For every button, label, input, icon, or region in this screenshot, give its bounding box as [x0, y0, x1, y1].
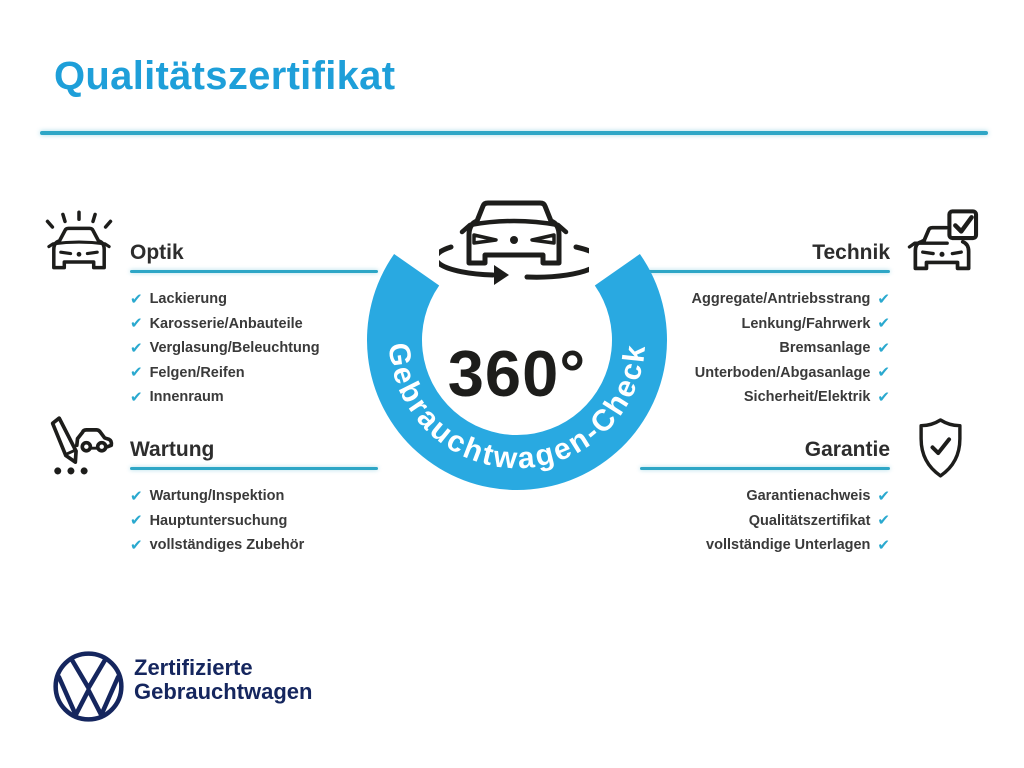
- checklist-item-label: Bremsanlage: [779, 340, 871, 357]
- check-icon: ✔: [130, 486, 143, 505]
- checklist-item: ✔ Wartung/Inspektion: [130, 484, 378, 509]
- shield-check-icon: [919, 418, 962, 478]
- check-icon: ✔: [877, 289, 890, 308]
- checklist-item-label: Verglasung/Beleuchtung: [149, 340, 320, 357]
- shining-car-icon: [45, 210, 113, 270]
- technik-checklist: Aggregate/Antriebsstrang ✔ Lenkung/Fahrw…: [640, 287, 890, 410]
- section-technik: Technik Aggregate/Antriebsstrang ✔ Lenku…: [640, 240, 890, 410]
- service-record-icon: [50, 416, 114, 475]
- check-icon: ✔: [130, 535, 143, 554]
- section-optik-divider: [130, 270, 378, 273]
- checklist-item-label: Felgen/Reifen: [149, 364, 245, 381]
- check-icon: ✔: [877, 535, 890, 554]
- checklist-item: Unterboden/Abgasanlage ✔: [640, 361, 890, 386]
- check-icon: ✔: [877, 314, 890, 333]
- checklist-item: ✔ Innenraum: [130, 385, 378, 410]
- section-optik-title: Optik: [130, 241, 184, 264]
- check-icon: ✔: [130, 511, 143, 530]
- checklist-item-label: Wartung/Inspektion: [149, 488, 285, 505]
- check-icon: ✔: [130, 387, 143, 406]
- title-divider: [40, 131, 988, 135]
- vw-logo: [53, 651, 124, 722]
- checklist-item-label: Garantienachweis: [746, 488, 871, 505]
- section-wartung-title: Wartung: [130, 438, 215, 461]
- checklist-item: ✔ Lackierung: [130, 287, 378, 312]
- checklist-item: vollständige Unterlagen ✔: [640, 533, 890, 558]
- section-wartung: Wartung ✔ Wartung/Inspektion ✔ Hauptunte…: [130, 437, 378, 558]
- checklist-item-label: Karosserie/Anbauteile: [149, 315, 303, 332]
- checklist-item-label: Lackierung: [149, 291, 227, 308]
- brand-line-2: Gebrauchtwagen: [134, 679, 313, 704]
- checklist-item: Lenkung/Fahrwerk ✔: [640, 312, 891, 337]
- section-optik: Optik ✔ Lackierung ✔ Karosserie/Anbautei…: [130, 240, 378, 410]
- check-icon: ✔: [130, 363, 143, 382]
- checklist-item-label: Hauptuntersuchung: [149, 512, 288, 529]
- brand-line-1: Zertifizierte: [134, 655, 253, 680]
- checklist-item-label: vollständiges Zubehör: [149, 537, 305, 554]
- brand-text: Zertifizierte Gebrauchtwagen: [134, 656, 312, 704]
- checklist-item-label: Innenraum: [149, 389, 224, 406]
- car-checkbox-icon: [907, 209, 979, 271]
- page-title: Qualitätszertifikat: [54, 54, 396, 98]
- checklist-item-label: Lenkung/Fahrwerk: [741, 315, 871, 332]
- section-garantie: Garantie Garantienachweis ✔ Qualitätszer…: [640, 437, 890, 558]
- checklist-item: ✔ vollständiges Zubehör: [130, 533, 378, 558]
- checklist-item: Garantienachweis ✔: [640, 484, 890, 509]
- section-technik-title: Technik: [812, 241, 890, 264]
- section-garantie-divider: [640, 467, 890, 470]
- wartung-checklist: ✔ Wartung/Inspektion ✔ Hauptuntersuchung…: [130, 484, 378, 558]
- section-wartung-divider: [130, 467, 378, 470]
- section-technik-divider: [640, 270, 890, 273]
- check-icon: ✔: [877, 511, 890, 530]
- garantie-checklist: Garantienachweis ✔ Qualitätszertifikat ✔…: [640, 484, 890, 558]
- badge-degrees-label: 360°: [448, 337, 586, 410]
- check-icon: ✔: [130, 289, 143, 308]
- checklist-item: ✔ Karosserie/Anbauteile: [130, 312, 378, 337]
- checklist-item: Sicherheit/Elektrik ✔: [640, 385, 890, 410]
- checklist-item-label: Aggregate/Antriebsstrang: [691, 291, 871, 308]
- optik-checklist: ✔ Lackierung ✔ Karosserie/Anbauteile ✔ V…: [130, 287, 378, 410]
- check-icon: ✔: [130, 314, 143, 333]
- checklist-item: ✔ Felgen/Reifen: [130, 361, 378, 386]
- check-icon: ✔: [877, 363, 890, 382]
- check-icon: ✔: [877, 338, 890, 357]
- rotating-car-icon: [439, 200, 589, 285]
- check-icon: ✔: [877, 387, 890, 406]
- checklist-item: ✔ Verglasung/Beleuchtung: [130, 336, 378, 361]
- checklist-item-label: Sicherheit/Elektrik: [743, 389, 871, 406]
- checklist-item-label: Unterboden/Abgasanlage: [694, 364, 871, 381]
- checklist-item-label: Qualitätszertifikat: [748, 512, 871, 529]
- checklist-item: Bremsanlage ✔: [640, 336, 890, 361]
- 360-badge-ring: Gebrauchtwagen-Check 360°: [367, 254, 667, 490]
- section-garantie-title: Garantie: [804, 438, 890, 461]
- checklist-item-label: vollständige Unterlagen: [706, 537, 871, 554]
- checklist-item: Aggregate/Antriebsstrang ✔: [640, 287, 890, 312]
- check-icon: ✔: [877, 486, 890, 505]
- checklist-item: Qualitätszertifikat ✔: [640, 509, 890, 534]
- check-icon: ✔: [130, 338, 143, 357]
- checklist-item: ✔ Hauptuntersuchung: [130, 509, 378, 534]
